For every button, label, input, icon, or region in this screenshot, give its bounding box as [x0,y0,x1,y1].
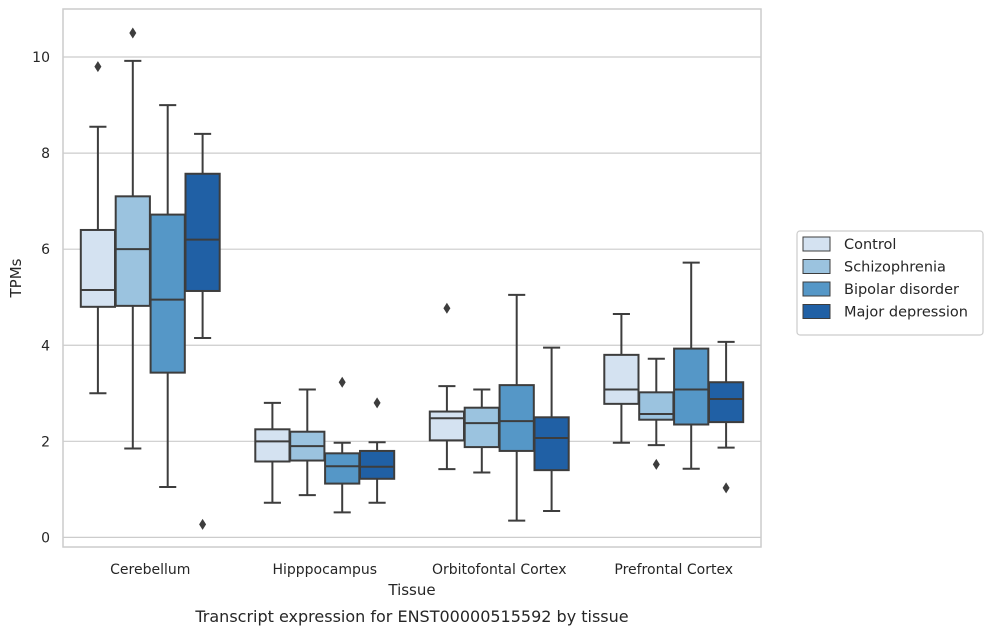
box-3-0 [603,313,640,444]
box-1-3 [358,397,396,504]
box-body [254,428,291,463]
outlier-point [652,458,660,470]
legend-swatch [802,281,831,297]
box-3-1 [638,357,675,470]
legend-swatch [802,236,831,252]
outlier-point [199,518,207,530]
x-tick-label: Cerebellum [110,562,190,578]
outlier-point [373,397,381,409]
outlier-point [338,376,346,388]
plot-frame [62,8,762,548]
box-body [463,406,500,449]
box-body [114,195,151,307]
x-tick-label: Hipppocampus [272,562,377,578]
box-3-3 [707,340,745,494]
x-tick-label: Orbitofontal Cortex [432,562,567,578]
box-body [603,353,640,405]
legend-swatch [802,304,831,319]
legend-label: Major depression [844,305,968,321]
outlier-point [443,302,451,314]
x-axis-ticks: Cerebellum Hipppocampus Orbitofontal Corte… [110,562,733,578]
box-0-1 [114,27,151,450]
boxes-layer [79,27,745,530]
outlier-point [722,482,730,494]
x-axis-label: Tissue [387,581,435,599]
box-body [149,213,186,374]
y-axis-label: TPMs [7,258,25,298]
box-body [498,384,535,452]
box-body [79,228,117,308]
chart-caption: Transcript expression for ENST0000051559… [194,607,628,626]
box-body [673,347,710,426]
box-0-2 [149,104,186,488]
legend-swatch [802,259,831,274]
box-body [184,172,221,292]
box-body [324,452,361,485]
box-0-3 [184,132,221,530]
box-2-0 [428,302,466,471]
box-2-2 [498,293,535,522]
y-axis-ticks: 0 2 4 6 8 10 [32,50,50,546]
legend-label: Bipolar disorder [844,282,959,298]
x-tick-label: Prefrontal Cortex [614,562,733,578]
box-1-1 [289,388,326,497]
box-1-2 [324,376,361,514]
outlier-point [129,27,137,39]
y-tick-label: 2 [41,434,50,450]
y-tick-label: 8 [41,146,50,162]
box-body [707,381,745,424]
box-2-3 [533,346,570,512]
legend: Control Schizophrenia Bipolar disorder Majo… [796,230,984,336]
y-tick-label: 6 [41,242,50,258]
legend-label: Schizophrenia [844,260,946,276]
legend-label: Control [844,237,896,253]
outlier-point [94,61,102,73]
box-1-0 [254,401,291,504]
y-tick-label: 10 [32,50,50,66]
y-tick-label: 0 [41,530,50,546]
box-body [638,391,675,421]
box-body [358,449,396,480]
box-body [533,416,570,472]
box-body [428,410,466,442]
legend-frame [796,230,984,336]
y-tick-label: 4 [41,338,50,354]
